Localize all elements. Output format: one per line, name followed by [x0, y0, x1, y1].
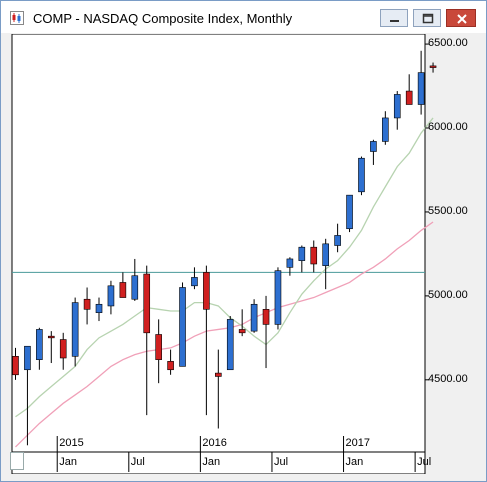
candle-body [429, 65, 437, 68]
candle-body [95, 303, 103, 313]
candle-body [226, 319, 234, 371]
candle-body [191, 277, 198, 287]
candle-body [179, 287, 186, 367]
y-axis-label: 6000.00 [428, 121, 468, 133]
candle-body [310, 246, 318, 265]
y-axis-label: 5000.00 [428, 288, 468, 301]
moving-average-short [15, 117, 434, 418]
x-axis-month-label: Jul [130, 456, 145, 468]
candle-body [215, 372, 222, 377]
candle-body [334, 235, 341, 246]
title-bar[interactable]: COMP - NASDAQ Composite Index, Monthly [1, 1, 486, 33]
candle-body [12, 356, 19, 376]
x-axis-month-label: Jul [273, 456, 289, 468]
candle-body [322, 243, 329, 266]
candle-body [298, 246, 306, 261]
candle-body [358, 157, 365, 193]
x-axis-month-label: Jan [345, 456, 364, 468]
candle-body [405, 90, 413, 105]
candle-body [143, 273, 151, 334]
x-axis-year-label: 2016 [202, 437, 227, 449]
y-axis-label: 6500.00 [428, 37, 468, 50]
candle-body [71, 302, 79, 357]
y-axis-label: 5500.00 [428, 204, 468, 217]
y-axis-label: 4500.00 [428, 372, 468, 385]
candle-body [167, 361, 174, 371]
candle-body [274, 270, 282, 325]
candle-body [119, 282, 127, 298]
minimize-button[interactable] [380, 9, 408, 27]
candle-body [370, 141, 377, 152]
close-button[interactable] [446, 9, 476, 27]
candle-body [36, 329, 43, 360]
candle-body [382, 117, 389, 142]
candle-body [238, 329, 246, 334]
chart-app-icon [10, 11, 24, 25]
candle-body [250, 303, 258, 332]
chart-scroll-handle[interactable] [10, 452, 24, 470]
candle-body [203, 272, 210, 310]
candle-body [262, 309, 270, 325]
candle-body [417, 72, 425, 105]
candle-body [59, 339, 67, 359]
candle-body [155, 334, 162, 360]
moving-average-long [15, 221, 434, 448]
x-axis-month-label: Jan [202, 456, 221, 468]
minimize-icon [390, 20, 399, 22]
candle-body [131, 275, 139, 300]
x-axis-year-label: 2017 [345, 437, 371, 449]
chart-area[interactable]: 6500.00 6000.00 5500.00 5000.00 4500.00 Jan J… [9, 34, 485, 474]
x-axis-month-label: Jan [59, 456, 77, 468]
maximize-button[interactable] [413, 9, 441, 27]
candle-body [24, 345, 31, 371]
x-axis-year-label: 2015 [59, 437, 84, 449]
close-icon [457, 14, 467, 24]
candlestick-chart[interactable] [9, 34, 485, 474]
candle-body [83, 298, 91, 310]
candle-body [346, 194, 353, 230]
candle-body [107, 285, 115, 307]
candle-body [393, 94, 401, 119]
x-axis-month-label: Jul [417, 456, 432, 468]
maximize-icon [422, 13, 434, 24]
window-title: COMP - NASDAQ Composite Index, Monthly [33, 11, 293, 26]
candle-body [47, 335, 55, 339]
candle-body [286, 258, 294, 268]
